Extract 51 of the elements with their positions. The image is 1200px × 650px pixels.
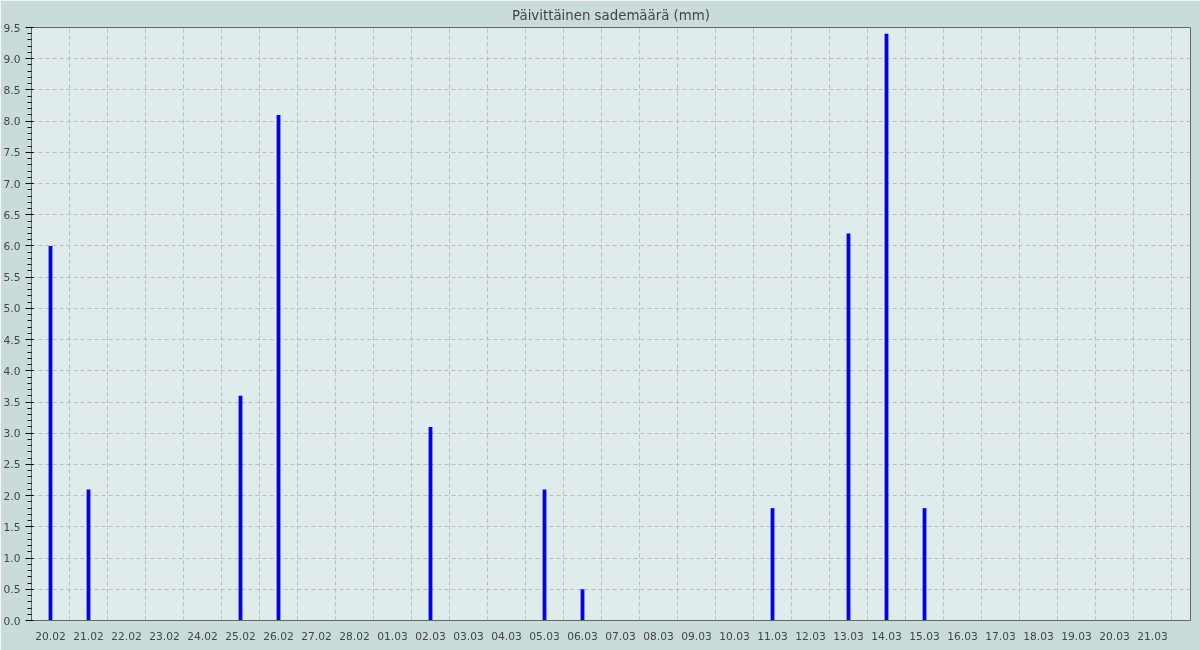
x-tick-label: 06.03 [567, 629, 598, 643]
x-tick-label: 14.03 [871, 629, 902, 643]
y-tick-label: 7.0 [3, 177, 21, 191]
x-tick-label: 19.03 [1061, 629, 1092, 643]
x-tick-label: 24.02 [187, 629, 218, 643]
x-tick-label: 20.03 [1099, 629, 1130, 643]
y-tick-label: 3.0 [3, 427, 21, 441]
x-tick-label: 26.02 [263, 629, 294, 643]
x-tick-label: 22.02 [111, 629, 142, 643]
chart-title: Päivittäinen sademäärä (mm) [512, 7, 710, 23]
x-tick-label: 20.02 [35, 629, 66, 643]
y-tick-label: 0.5 [3, 583, 21, 597]
x-tick-label: 01.03 [377, 629, 408, 643]
y-tick-label: 5.5 [3, 271, 21, 285]
x-tick-label: 28.02 [339, 629, 370, 643]
x-tick-label: 05.03 [529, 629, 560, 643]
x-tick-label: 08.03 [643, 629, 674, 643]
x-tick-label: 21.03 [1137, 629, 1168, 643]
x-tick-label: 16.03 [947, 629, 978, 643]
x-tick-label: 09.03 [681, 629, 712, 643]
x-tick-label: 23.02 [149, 629, 180, 643]
x-tick-label: 10.03 [719, 629, 750, 643]
y-tick-label: 6.0 [3, 239, 21, 253]
y-tick-label: 1.5 [3, 520, 21, 534]
y-tick-label: 5.0 [3, 302, 21, 316]
y-tick-label: 4.0 [3, 364, 21, 378]
x-tick-label: 13.03 [833, 629, 864, 643]
x-tick-label: 04.03 [491, 629, 522, 643]
x-tick-label: 27.02 [301, 629, 332, 643]
y-tick-label: 9.0 [3, 52, 21, 66]
x-tick-label: 07.03 [605, 629, 636, 643]
x-tick-label: 15.03 [909, 629, 940, 643]
y-tick-label: 2.0 [3, 489, 21, 503]
y-tick-label: 9.5 [3, 21, 21, 35]
y-tick-label: 8.5 [3, 83, 21, 97]
y-tick-label: 7.5 [3, 146, 21, 160]
y-tick-label: 2.5 [3, 458, 21, 472]
x-tick-label: 03.03 [453, 629, 484, 643]
y-tick-label: 3.5 [3, 396, 21, 410]
x-tick-label: 18.03 [1023, 629, 1054, 643]
x-tick-label: 02.03 [415, 629, 446, 643]
y-tick-label: 4.5 [3, 333, 21, 347]
y-tick-label: 1.0 [3, 552, 21, 566]
y-tick-label: 8.0 [3, 115, 21, 129]
y-tick-label: 0.0 [3, 614, 21, 628]
y-tick-label: 6.5 [3, 208, 21, 222]
x-tick-label: 12.03 [795, 629, 826, 643]
x-tick-label: 17.03 [985, 629, 1016, 643]
x-tick-label: 11.03 [757, 629, 788, 643]
x-tick-label: 21.02 [73, 629, 104, 643]
x-tick-label: 25.02 [225, 629, 256, 643]
